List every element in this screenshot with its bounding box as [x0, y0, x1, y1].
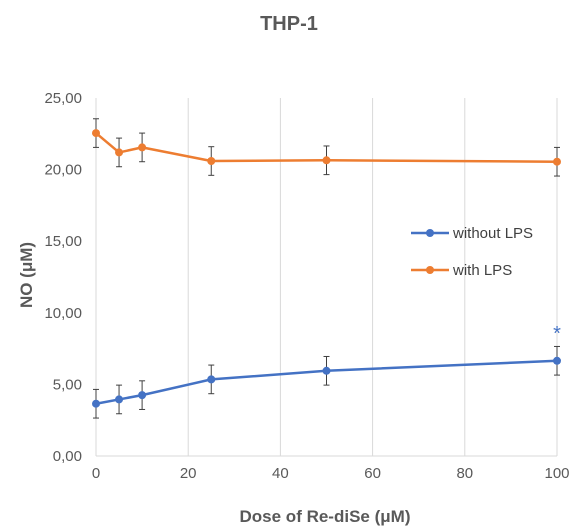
- data-point: [553, 157, 561, 166]
- data-point: [115, 395, 124, 404]
- data-point: [322, 366, 331, 375]
- data-point: [138, 391, 147, 400]
- series-with-lps: [92, 118, 561, 177]
- legend-swatch-marker: [426, 266, 434, 274]
- data-point: [553, 356, 561, 365]
- legend: without LPS with LPS: [411, 225, 533, 279]
- x-tick-label: 0: [92, 465, 100, 482]
- legend-label: with LPS: [452, 262, 512, 279]
- series-layer: [92, 118, 561, 419]
- data-point: [138, 143, 147, 152]
- annotations-layer: *: [553, 323, 561, 345]
- x-axis-label: Dose of Re-diSe (μM): [240, 507, 411, 526]
- data-point: [207, 375, 216, 384]
- y-tick-label: 20,00: [44, 162, 82, 179]
- y-tick-label: 10,00: [44, 305, 82, 322]
- y-tick-label: 25,00: [44, 90, 82, 107]
- data-point: [322, 156, 331, 165]
- y-tick-label: 15,00: [44, 233, 82, 250]
- series-line: [95, 132, 558, 163]
- y-axis-label: NO (μM): [17, 242, 36, 308]
- y-tick-label: 0,00: [53, 448, 82, 465]
- y-tick-label: 5,00: [53, 376, 82, 393]
- x-axis-ticks: 0 20 40 60 80 100: [92, 465, 570, 482]
- data-point: [115, 148, 124, 157]
- x-tick-label: 40: [272, 465, 289, 482]
- series-without-lps: [92, 345, 561, 419]
- data-point: [92, 399, 100, 408]
- data-point: [207, 157, 216, 166]
- significance-marker: *: [553, 323, 561, 345]
- chart-title: THP-1: [260, 13, 318, 35]
- x-tick-label: 80: [456, 465, 473, 482]
- y-axis-ticks: 0,00 5,00 10,00 15,00 20,00 25,00: [44, 90, 82, 465]
- data-point: [92, 129, 100, 138]
- x-tick-label: 100: [544, 465, 569, 482]
- legend-swatch-marker: [426, 229, 434, 237]
- x-tick-label: 60: [364, 465, 381, 482]
- legend-label: without LPS: [452, 225, 533, 242]
- x-tick-label: 20: [180, 465, 197, 482]
